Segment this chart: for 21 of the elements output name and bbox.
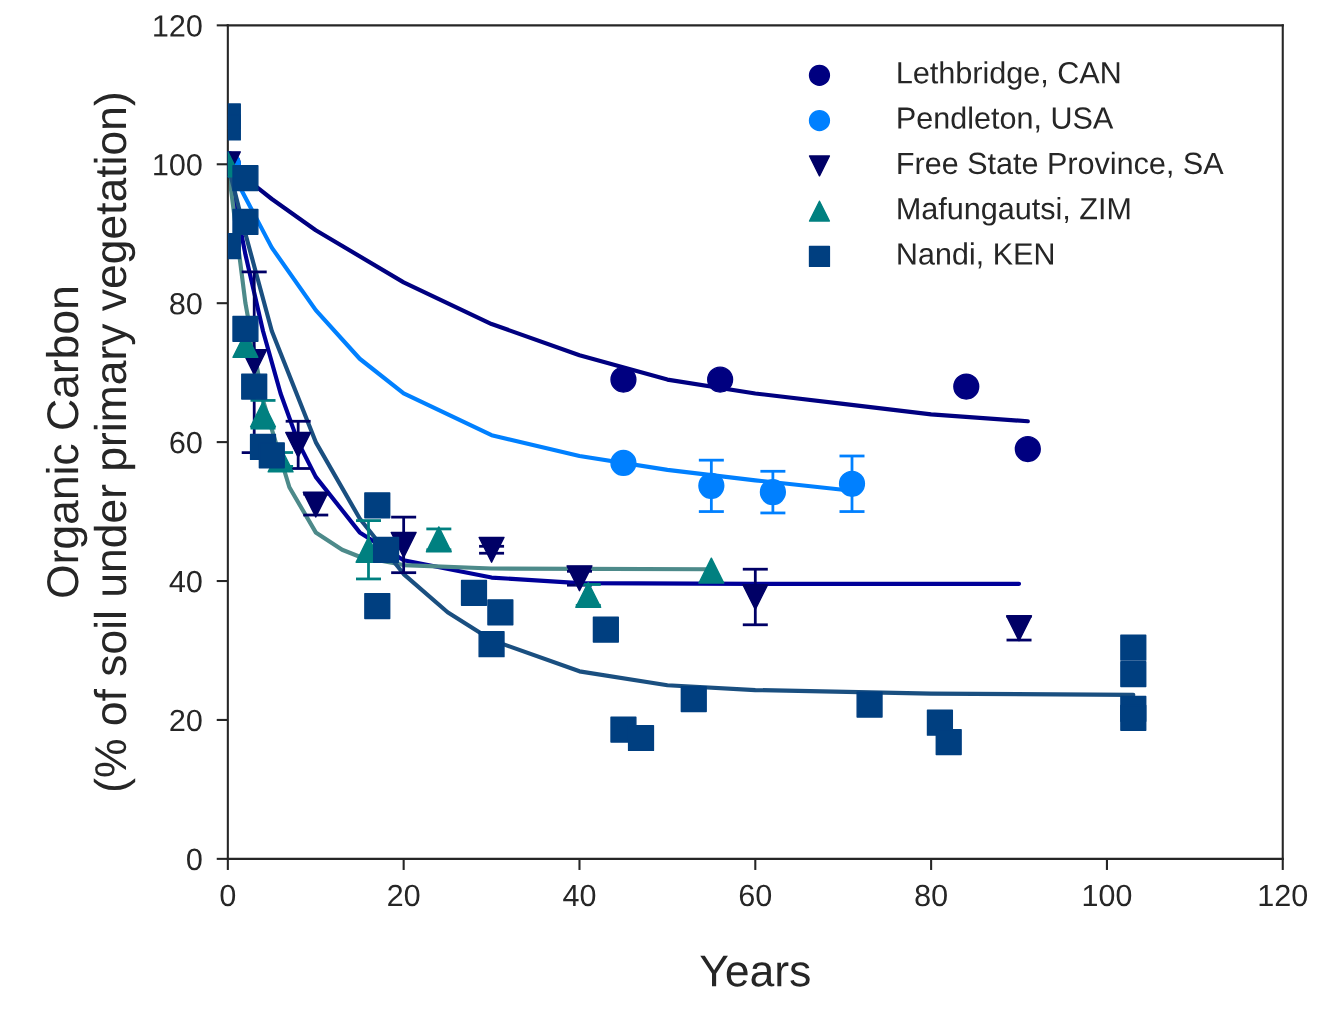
y-axis-title: Organic Carbon (% of soil under primary vegetation) <box>45 94 136 791</box>
x-tick-label: 60 <box>739 884 772 907</box>
y-tick-label: 100 <box>154 154 202 176</box>
x-tick-label: 80 <box>915 884 947 907</box>
x-tick-label: 0 <box>220 884 236 907</box>
x-tick-label: 120 <box>1259 884 1308 907</box>
x-tick-label: 20 <box>388 884 420 907</box>
y-tick-label: 40 <box>169 570 202 593</box>
y-tick-label: 20 <box>170 709 202 732</box>
legend-label: Lethbridge, CAN <box>898 61 1120 90</box>
legend-label: Free State Province, SA <box>898 151 1224 178</box>
y-tick-label: 60 <box>170 431 202 454</box>
x-axis-title: Years <box>700 955 810 987</box>
legend-label: Pendleton, USA <box>898 106 1114 133</box>
x-tick-label: 40 <box>563 884 596 907</box>
y-tick-label: 120 <box>154 15 202 37</box>
legend-label: Nandi, KEN <box>898 242 1053 269</box>
x-tick-label: 100 <box>1083 884 1132 907</box>
y-tick-label: 0 <box>187 848 202 871</box>
y-tick-label: 80 <box>170 292 202 315</box>
legend-label: Mafungautsi, ZIM <box>898 197 1130 226</box>
